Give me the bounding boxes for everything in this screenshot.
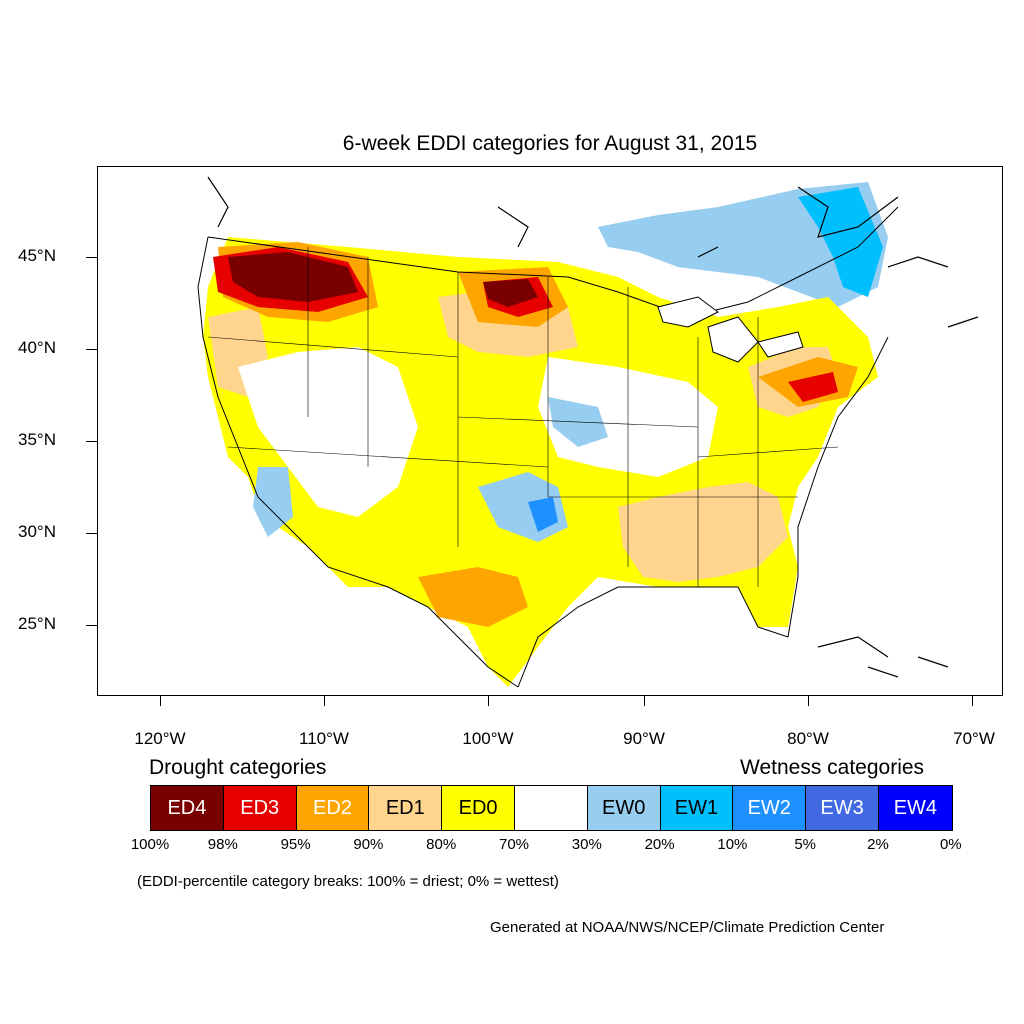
ed3-newyork xyxy=(788,372,838,402)
lon-label-100: 100°W xyxy=(462,729,514,748)
legend-box-ed4: ED4 xyxy=(151,786,224,830)
legend-box-ed1: ED1 xyxy=(369,786,443,830)
lon-tick-70 xyxy=(972,696,973,706)
legend-box-ed0: ED0 xyxy=(442,786,515,830)
ed1-southeast xyxy=(618,482,788,582)
lat-label-25: 25°N xyxy=(18,614,56,633)
legend-box-ed2: ED2 xyxy=(296,786,370,830)
legend-box-ew1: EW1 xyxy=(660,786,734,830)
percent-break-label: 100% xyxy=(130,836,170,853)
lon-tick-80 xyxy=(808,696,809,706)
lat-label-35: 35°N xyxy=(18,430,56,449)
percent-break-label: 70% xyxy=(498,836,530,853)
percent-break-label: 20% xyxy=(644,836,675,853)
neutral-west xyxy=(238,347,418,517)
ew0-nevada xyxy=(253,467,293,537)
ew1-texas xyxy=(528,497,558,532)
lon-label-70: 70°W xyxy=(953,729,995,748)
state-borders xyxy=(207,247,839,587)
eddi-map-canvas xyxy=(197,176,979,688)
percent-break-label: 98% xyxy=(207,836,238,853)
percent-break-label: 10% xyxy=(717,836,748,853)
lon-tick-110 xyxy=(324,696,325,706)
lat-tick-45 xyxy=(86,257,97,258)
lat-label-45: 45°N xyxy=(18,246,56,265)
percent-break-label: 30% xyxy=(571,836,602,853)
legend-box-ew3: EW3 xyxy=(806,786,879,830)
legend-box-ew0: EW0 xyxy=(587,786,661,830)
lon-tick-120 xyxy=(160,696,161,706)
lat-label-30: 30°N xyxy=(18,522,56,541)
legend-color-bar: ED4 ED3 ED2 ED1 ED0 EW0 EW1 EW2 EW3 EW4 xyxy=(150,785,953,831)
ed2-texas xyxy=(418,567,528,627)
lon-tick-100 xyxy=(488,696,489,706)
eddi-map xyxy=(97,166,1003,696)
lon-label-90: 90°W xyxy=(623,729,665,748)
drought-heading: Drought categories xyxy=(149,756,327,779)
wet-region-canada-east xyxy=(798,187,883,297)
lon-tick-90 xyxy=(644,696,645,706)
lon-label-80: 80°W xyxy=(787,729,829,748)
great-lakes xyxy=(657,296,804,363)
legend-box-ed3: ED3 xyxy=(223,786,297,830)
lon-label-120: 120°W xyxy=(134,729,186,748)
percent-break-label: 0% xyxy=(939,836,962,853)
lat-tick-30 xyxy=(86,533,97,534)
wetness-heading: Wetness categories xyxy=(740,756,925,779)
lat-tick-35 xyxy=(86,441,97,442)
legend-box-neutral xyxy=(514,786,588,830)
legend-box-ew4: EW4 xyxy=(878,786,952,830)
percent-break-label: 90% xyxy=(353,836,384,853)
credit-text: Generated at NOAA/NWS/NCEP/Climate Predi… xyxy=(490,919,885,936)
coastline-canada xyxy=(207,176,979,328)
map-title: 6-week EDDI categories for August 31, 20… xyxy=(342,132,758,155)
category-note: (EDDI-percentile category breaks: 100% =… xyxy=(137,873,559,890)
percent-break-label: 95% xyxy=(280,836,311,853)
percent-break-label: 2% xyxy=(867,836,889,853)
lat-tick-40 xyxy=(86,349,97,350)
legend-box-ew2: EW2 xyxy=(733,786,807,830)
lon-label-110: 110°W xyxy=(299,729,349,748)
lat-label-40: 40°N xyxy=(18,338,56,357)
percent-break-label: 5% xyxy=(794,836,817,853)
lat-tick-25 xyxy=(86,625,97,626)
percent-break-label: 80% xyxy=(426,836,457,853)
ed4-dakota xyxy=(483,279,538,307)
coastline-caribbean xyxy=(817,636,949,678)
ed4-northwest xyxy=(228,252,358,302)
